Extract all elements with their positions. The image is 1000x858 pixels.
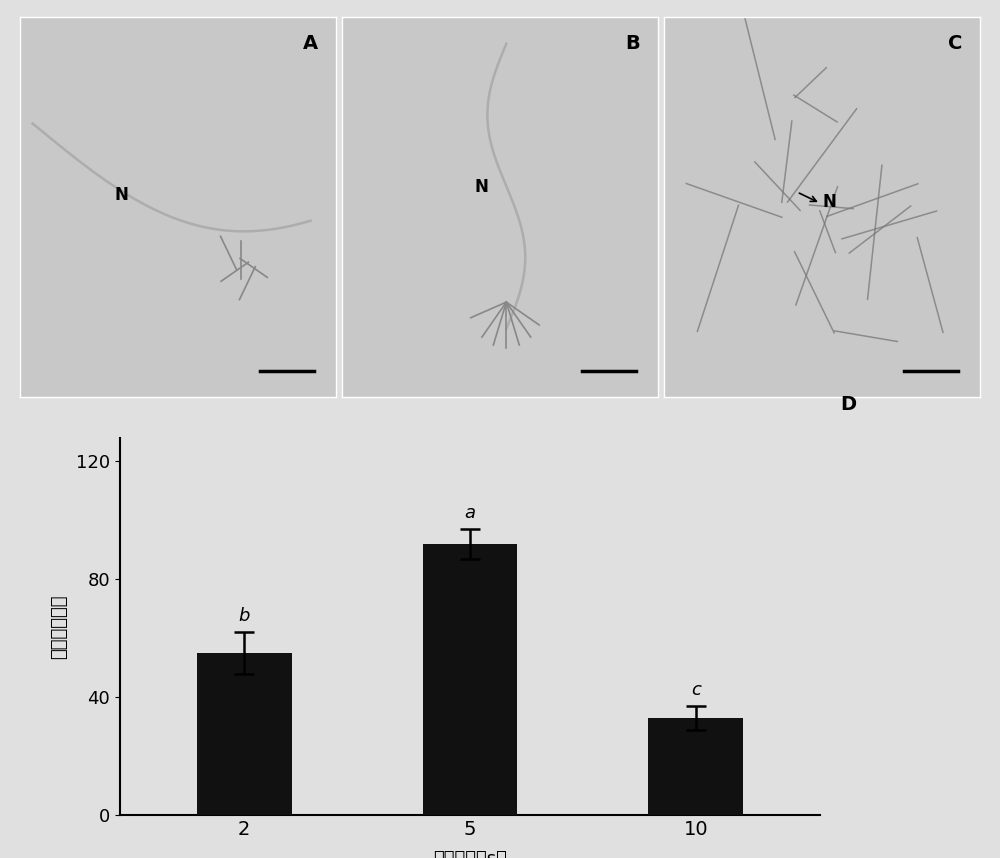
Text: D: D	[840, 395, 856, 414]
Text: A: A	[303, 34, 318, 53]
Bar	[423, 544, 517, 815]
Bar	[197, 653, 292, 815]
X-axis label: 搞拌时间（s）: 搞拌时间（s）	[433, 850, 507, 858]
Text: a: a	[465, 504, 476, 522]
Text: N: N	[475, 178, 489, 196]
Text: C: C	[948, 34, 962, 53]
Text: N: N	[822, 193, 836, 211]
Text: B: B	[625, 34, 640, 53]
Bar	[648, 718, 743, 815]
Text: N: N	[115, 185, 129, 203]
Text: b: b	[239, 607, 250, 625]
Text: c: c	[691, 680, 701, 698]
Y-axis label: 二龄幼虫数目: 二龄幼虫数目	[50, 594, 68, 659]
